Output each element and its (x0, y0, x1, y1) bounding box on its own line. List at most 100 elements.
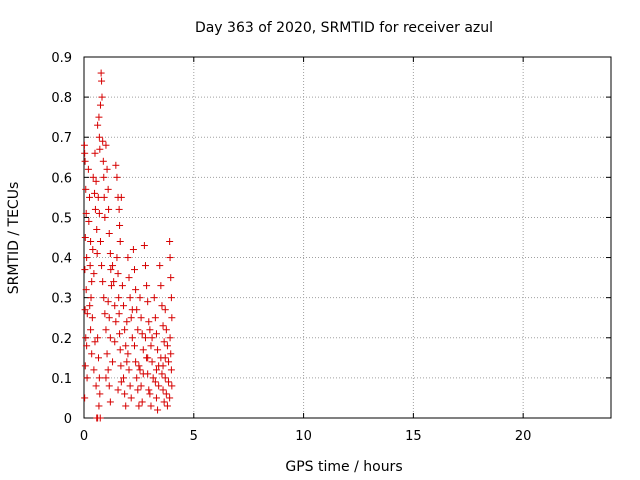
data-point (82, 334, 90, 342)
data-point (83, 374, 91, 382)
data-point (156, 262, 164, 270)
data-point (122, 342, 130, 350)
data-point (159, 362, 167, 370)
data-point (151, 314, 159, 322)
data-point (100, 294, 108, 302)
data-point (90, 366, 98, 374)
data-point (107, 266, 115, 274)
y-tick-label: 0.7 (51, 131, 72, 146)
data-point (163, 402, 171, 410)
data-point (118, 282, 126, 290)
data-point (111, 338, 119, 346)
data-point (167, 294, 175, 302)
data-point (152, 394, 160, 402)
data-point (131, 266, 139, 274)
data-point (100, 173, 108, 181)
data-point (110, 278, 118, 286)
data-point (109, 262, 117, 270)
data-point (147, 342, 155, 350)
data-point (91, 149, 99, 157)
data-point (94, 354, 102, 362)
y-tick-label: 0.1 (51, 372, 72, 387)
data-point (123, 358, 131, 366)
data-point (86, 262, 94, 270)
data-point (106, 250, 114, 258)
data-point (154, 406, 162, 414)
data-point (136, 294, 144, 302)
data-point (139, 370, 147, 378)
data-point (97, 69, 105, 77)
data-point (146, 326, 154, 334)
data-point (107, 282, 115, 290)
data-point (100, 193, 108, 201)
data-point (84, 165, 92, 173)
data-point (133, 374, 141, 382)
data-point (105, 382, 113, 390)
data-point (105, 314, 113, 322)
data-point (144, 354, 152, 362)
data-point (81, 306, 89, 314)
data-point (87, 238, 95, 246)
data-point (95, 133, 103, 141)
data-point (166, 238, 174, 246)
x-tick-label: 15 (405, 429, 422, 444)
data-point (95, 209, 103, 217)
data-point (89, 246, 97, 254)
data-point (140, 242, 148, 250)
data-point (115, 205, 123, 213)
data-point (144, 298, 152, 306)
data-point (96, 101, 104, 109)
data-point (116, 238, 124, 246)
y-tick-label: 0.9 (51, 51, 72, 66)
data-point (141, 262, 149, 270)
data-point (127, 394, 135, 402)
tick-layer: 0 5 10 15 20 0 0.1 0.2 0.3 0.4 0.5 0.6 0.7 0.8 0.9 (51, 51, 611, 444)
data-point (96, 390, 104, 398)
data-point (109, 358, 117, 366)
data-point (148, 358, 156, 366)
data-point (122, 402, 130, 410)
data-point (91, 205, 99, 213)
data-point (88, 314, 96, 322)
data-point (93, 225, 101, 233)
data-point (124, 254, 132, 262)
data-point (155, 382, 163, 390)
data-point (112, 161, 120, 169)
data-point (113, 254, 121, 262)
data-point (91, 189, 99, 197)
data-point (132, 358, 140, 366)
data-point (167, 366, 175, 374)
data-point (152, 330, 160, 338)
data-point (115, 310, 123, 318)
data-point (87, 326, 95, 334)
data-point (82, 209, 90, 217)
y-axis-label: SRMTID / TECUs (6, 182, 22, 295)
data-point (102, 374, 110, 382)
data-point (145, 386, 153, 394)
data-point (145, 318, 153, 326)
data-point (166, 254, 174, 262)
data-point (99, 278, 107, 286)
data-point (148, 334, 156, 342)
data-point (94, 121, 102, 129)
data-point (115, 294, 123, 302)
data-point (128, 334, 136, 342)
data-point (83, 342, 91, 350)
data-point (162, 326, 170, 334)
data-point (166, 394, 174, 402)
data-point (147, 402, 155, 410)
data-point (81, 362, 89, 370)
data-point (131, 342, 139, 350)
data-point (157, 282, 165, 290)
data-point (129, 246, 137, 254)
data-point (92, 382, 100, 390)
data-point (128, 306, 136, 314)
data-point (82, 185, 90, 193)
data-point (132, 286, 140, 294)
data-point (161, 374, 169, 382)
data-point (150, 294, 158, 302)
data-point (117, 378, 125, 386)
data-point (103, 165, 111, 173)
data-point (102, 326, 110, 334)
